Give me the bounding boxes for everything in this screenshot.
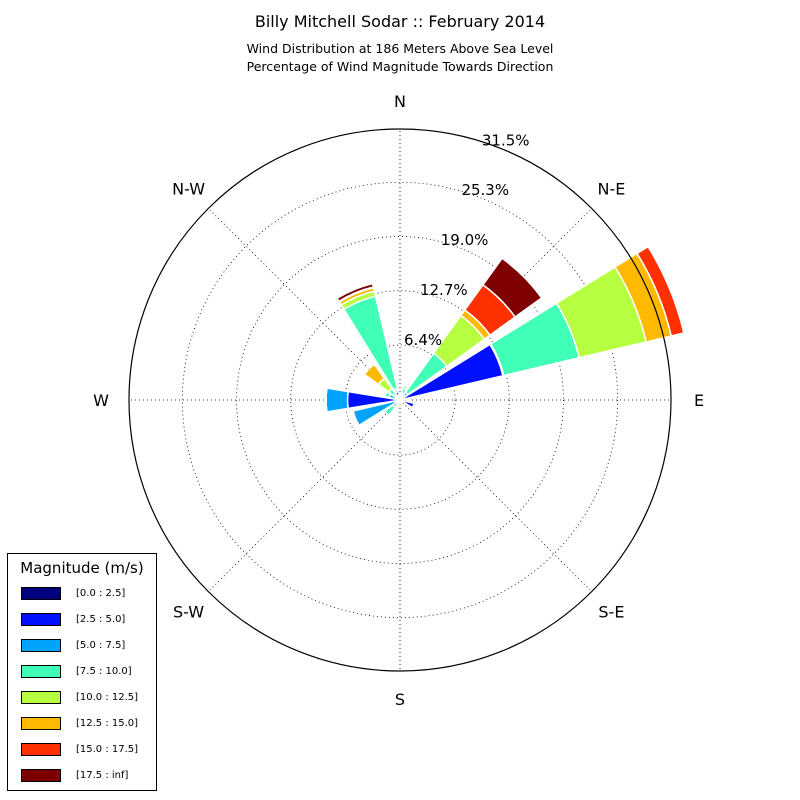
wind-bar-segment <box>481 257 543 319</box>
legend-swatch <box>21 691 61 704</box>
legend-swatch <box>21 769 61 782</box>
direction-label: W <box>93 391 109 410</box>
wind-bar-segment <box>401 384 409 391</box>
legend-label: [2.5 : 5.0] <box>76 614 126 625</box>
direction-label: E <box>694 391 704 410</box>
legend: Magnitude (m/s) [0.0 : 2.5] [2.5 : 5.0] [5… <box>7 553 157 791</box>
radial-grid-circle <box>236 236 564 564</box>
wind-bar-segment <box>363 363 386 386</box>
legend-label: [17.5 : inf] <box>76 770 129 781</box>
direction-label: N-W <box>172 180 205 199</box>
angular-grid-line <box>399 399 592 592</box>
legend-label: [10.0 : 12.5] <box>76 692 139 703</box>
wind-bar-segment <box>412 402 417 410</box>
chart-subtitle-line-2: Percentage of Wind Magnitude Towards Dir… <box>246 59 554 74</box>
radial-tick-label: 12.7% <box>420 281 468 299</box>
wind-bar-segment <box>406 397 410 403</box>
chart-title: Billy Mitchell Sodar :: February 2014 <box>254 12 546 31</box>
legend-swatch <box>21 743 61 756</box>
wind-bar-segment <box>636 245 685 337</box>
polar-outer-circle <box>128 128 672 672</box>
direction-label: N-E <box>597 180 625 199</box>
direction-label: S-E <box>598 602 624 621</box>
legend-swatch <box>21 639 61 652</box>
radial-grid-circle <box>290 290 510 510</box>
legend-label: [7.5 : 10.0] <box>76 666 132 677</box>
radial-tick-label: 31.5% <box>482 132 530 150</box>
legend-label: [0.0 : 2.5] <box>76 588 126 599</box>
wind-bar-segment <box>383 403 397 417</box>
legend-swatch <box>21 613 61 626</box>
angular-grid-line <box>208 399 401 592</box>
radial-tick-label: 19.0% <box>441 231 489 249</box>
direction-label: N <box>394 92 406 111</box>
direction-label: S-W <box>173 602 204 621</box>
wind-bar-segment <box>325 387 350 413</box>
legend-label: [15.0 : 17.5] <box>76 744 139 755</box>
chart-subtitle-line-1: Wind Distribution at 186 Meters Above Se… <box>246 41 554 56</box>
wind-bar-segment <box>384 390 392 399</box>
radial-tick-label: 6.4% <box>404 331 442 349</box>
legend-title: Magnitude (m/s) <box>20 559 144 577</box>
legend-label: [5.0 : 7.5] <box>76 640 126 651</box>
wind-bars <box>324 245 685 427</box>
wind-bar-segment <box>336 282 375 303</box>
legend-label: [12.5 : 15.0] <box>76 718 139 729</box>
legend-swatch <box>21 665 61 678</box>
polar-outline <box>128 128 672 672</box>
radial-tick-label: 25.3% <box>461 181 509 199</box>
direction-label: S <box>395 690 405 709</box>
wind-bar-segment <box>324 387 328 413</box>
axis-labels: 6.4% 12.7% 19.0% 25.3% 31.5% N N-E E S-E S S-W W N-W <box>93 92 704 709</box>
wind-bar-segment <box>351 410 361 427</box>
legend-swatch <box>21 587 61 600</box>
radial-grid-circle <box>181 181 619 619</box>
legend-swatch <box>21 717 61 730</box>
